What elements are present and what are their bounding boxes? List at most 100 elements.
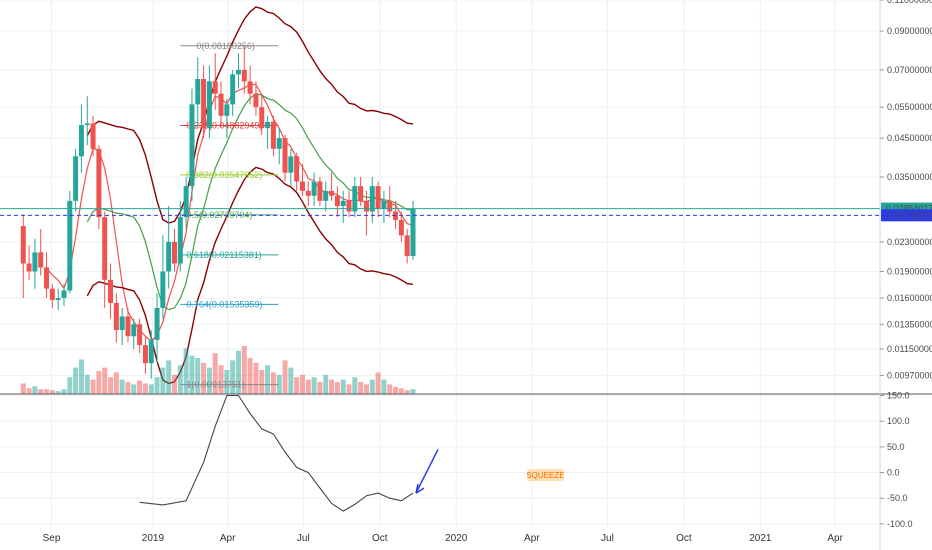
arrow-head xyxy=(415,483,425,494)
volume-bar xyxy=(119,379,125,394)
candle-body xyxy=(398,220,404,236)
time-tick-label: 2020 xyxy=(445,533,468,544)
candle-body xyxy=(404,235,410,256)
candle-body xyxy=(352,186,358,212)
candle-body xyxy=(125,316,131,337)
candle-body xyxy=(282,138,288,173)
candle-body xyxy=(410,208,416,256)
price-tick-label: 0.00970000 xyxy=(887,370,932,380)
ma-fast-line xyxy=(46,83,414,343)
candle-body xyxy=(26,263,32,272)
volume-bars xyxy=(20,346,416,394)
candle-body xyxy=(44,267,50,289)
candle-body xyxy=(166,241,172,272)
indicator-pane: SQUEEZE xyxy=(139,394,565,512)
candle-body xyxy=(363,200,369,212)
volume-bar xyxy=(270,372,276,394)
candle-body xyxy=(131,324,137,337)
volume-bar xyxy=(241,346,247,394)
current-level-tag xyxy=(881,209,932,222)
axis-labels: 0.11000000 0.09000000 0.07000000 0.05500000… xyxy=(43,0,932,544)
price-levels xyxy=(0,208,880,216)
candle-body xyxy=(317,181,323,201)
candle-body xyxy=(305,190,311,196)
volume-bar xyxy=(369,379,375,394)
candle-body xyxy=(137,324,143,346)
candle-body xyxy=(299,181,305,191)
volume-bar xyxy=(102,367,108,394)
volume-bar xyxy=(404,390,410,394)
candle-body xyxy=(241,69,247,82)
volume-bar xyxy=(55,391,61,394)
volume-bar xyxy=(288,367,294,394)
volume-bar xyxy=(49,390,55,394)
volume-bar xyxy=(329,379,335,394)
price-tick-label: 0.01350000 xyxy=(887,319,932,329)
candle-body xyxy=(183,186,189,218)
candle-body xyxy=(84,123,90,126)
volume-bar xyxy=(172,374,178,394)
volume-bar xyxy=(218,365,224,394)
candle-body xyxy=(311,181,317,196)
volume-bar xyxy=(160,367,166,394)
price-tick-label: 0.04500000 xyxy=(887,133,932,143)
candle-body xyxy=(276,138,282,149)
candle-body xyxy=(55,298,61,300)
candle-body xyxy=(329,190,335,196)
time-tick-label: Apr xyxy=(220,533,236,544)
fib-level-label: 1(0.00913751) xyxy=(186,380,245,390)
indicator-tick-label: -100.0 xyxy=(887,519,913,529)
fib-level-label: 0(0.08180256) xyxy=(196,41,255,51)
candle-body xyxy=(381,200,387,209)
volume-bar xyxy=(282,360,288,394)
candle-body xyxy=(154,308,160,340)
candlesticks xyxy=(20,45,416,379)
current-level-label: 0.02732073 xyxy=(886,210,932,220)
candle-body xyxy=(206,81,212,129)
volume-bar xyxy=(224,370,230,394)
volume-bar xyxy=(154,377,160,394)
volume-bar xyxy=(20,383,26,394)
indicator-tick-label: 0.0 xyxy=(887,468,900,478)
candle-body xyxy=(20,225,26,264)
price-tick-label: 0.01600000 xyxy=(887,293,932,303)
time-tick-label: Sep xyxy=(43,533,61,544)
time-tick-label: Jul xyxy=(601,533,614,544)
volume-bar xyxy=(352,377,358,394)
candle-body xyxy=(102,217,108,280)
volume-bar xyxy=(142,383,148,394)
volume-bar xyxy=(189,355,195,394)
volume-bar xyxy=(206,367,212,394)
candle-body xyxy=(73,156,79,201)
price-tick-label: 0.05500000 xyxy=(887,102,932,112)
time-tick-label: 2021 xyxy=(749,533,772,544)
volume-bar xyxy=(137,380,143,394)
squeeze-label: SQUEEZE xyxy=(526,471,564,480)
fib-level-label: 0.236(0.04882949) xyxy=(186,121,262,131)
price-tick-label: 0.01900000 xyxy=(887,266,932,276)
candle-body xyxy=(230,74,236,105)
fib-level-label: 0.618(0.02115381) xyxy=(186,250,261,260)
volume-bar xyxy=(311,377,317,394)
volume-bar xyxy=(212,353,218,394)
volume-bar xyxy=(96,370,102,394)
candle-body xyxy=(323,190,329,201)
volume-bar xyxy=(148,384,154,394)
moving-average-lines xyxy=(46,6,414,385)
candle-body xyxy=(340,200,346,207)
volume-bar xyxy=(90,379,96,394)
time-tick-label: Jul xyxy=(297,533,310,544)
volume-bar xyxy=(363,384,369,394)
volume-bar xyxy=(247,358,253,394)
candle-body xyxy=(218,93,224,116)
volume-bar xyxy=(73,367,79,394)
candle-body xyxy=(96,148,102,218)
volume-bar xyxy=(113,372,119,394)
indicator-tick-label: -50.0 xyxy=(887,493,908,503)
candle-body xyxy=(387,200,393,212)
fib-level-label: 0.382(0.03547652) xyxy=(186,170,262,180)
candle-body xyxy=(113,302,119,331)
candle-body xyxy=(358,186,364,201)
volume-bar xyxy=(299,374,305,394)
